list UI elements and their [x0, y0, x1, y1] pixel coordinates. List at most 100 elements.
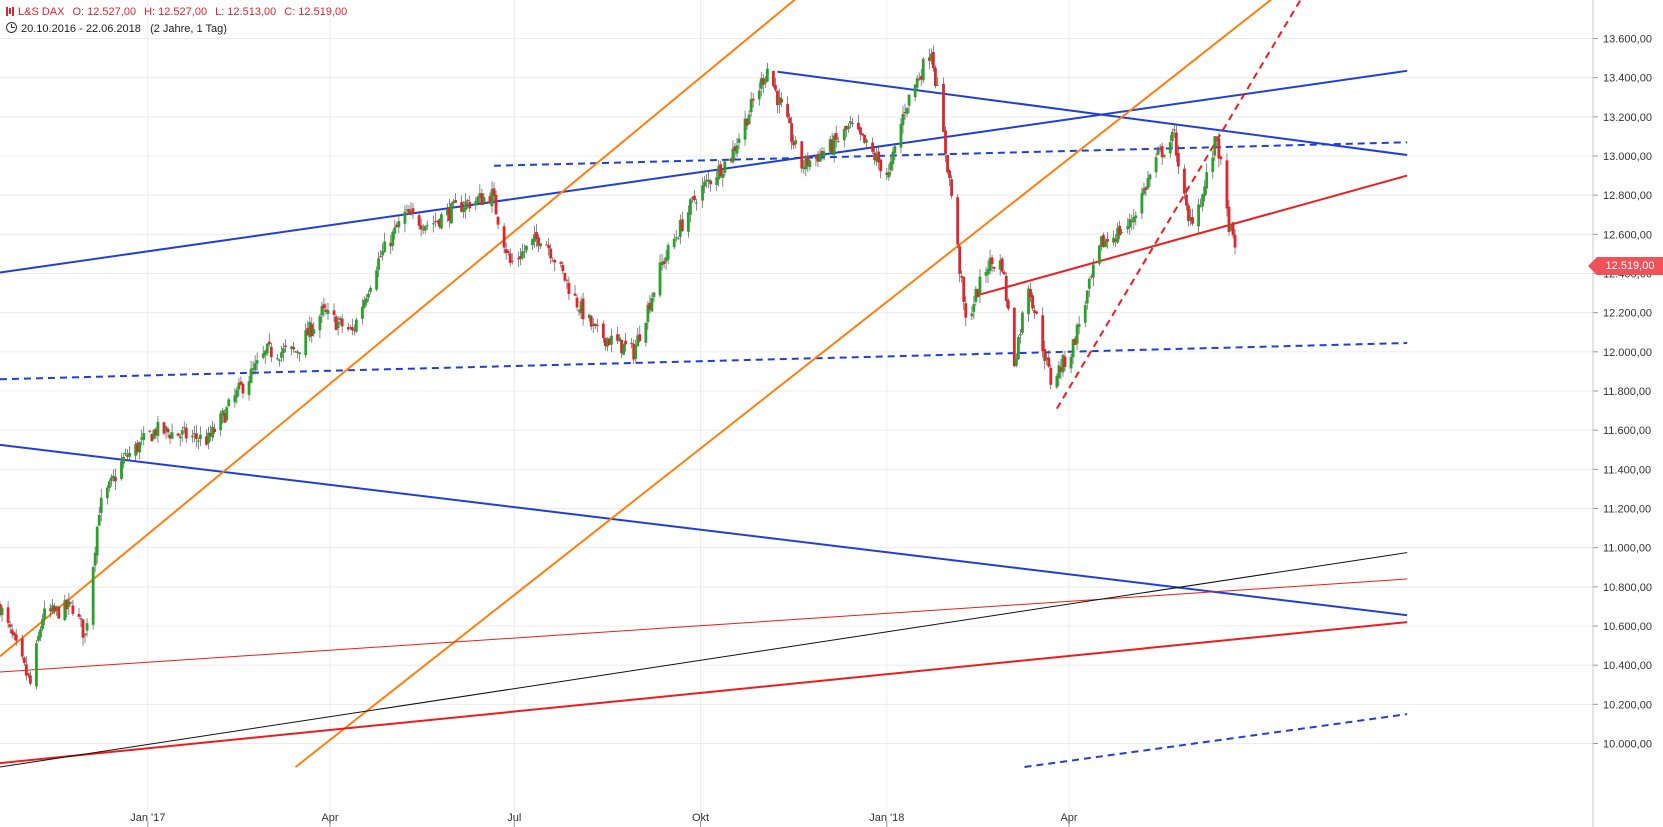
candle-body: [632, 343, 636, 360]
trendline[interactable]: [0, 0, 826, 658]
candle-body: [138, 442, 142, 453]
candle-body: [275, 358, 279, 360]
candle-body: [691, 197, 694, 199]
candle-body: [1104, 240, 1107, 248]
candle-body: [91, 567, 95, 625]
candle-body: [454, 200, 457, 203]
candle-body: [559, 262, 563, 264]
candle-body: [249, 368, 253, 383]
candle-body: [1059, 367, 1063, 372]
candle-body: [664, 257, 668, 262]
trendline[interactable]: [493, 141, 1408, 167]
y-tick-label: 10.200,00: [1603, 699, 1652, 711]
candle-body: [936, 84, 939, 86]
date-range: 20.10.2016 - 22.06.2018: [21, 23, 141, 35]
candle-body: [516, 258, 520, 260]
trendlines: [0, 0, 1408, 768]
grid-lines: [0, 0, 1593, 827]
candle-body: [478, 193, 482, 198]
candle-body: [729, 158, 733, 162]
candle-body: [403, 211, 407, 224]
candle-body: [114, 476, 117, 482]
candle-body: [603, 337, 607, 346]
candle-body: [842, 128, 846, 141]
candle-body: [903, 112, 907, 114]
candle-body: [877, 151, 881, 163]
trendline[interactable]: [0, 342, 1408, 381]
candle-body: [1083, 305, 1087, 323]
candle-body: [225, 407, 229, 421]
trendline[interactable]: [0, 578, 1408, 673]
trendline[interactable]: [0, 552, 1408, 768]
candle-body: [1041, 315, 1045, 352]
period-label: (2 Jahre, 1 Tag): [150, 23, 227, 35]
candle-body: [545, 244, 549, 246]
candle-body: [247, 381, 251, 396]
candle-body: [265, 343, 269, 354]
candle-body: [109, 477, 113, 482]
candle-body: [715, 177, 719, 186]
candle-body: [774, 85, 777, 91]
candle-body: [986, 268, 990, 275]
y-tick-label: 11.000,00: [1603, 543, 1651, 555]
candle-body: [235, 389, 239, 398]
trendline[interactable]: [977, 174, 1408, 297]
candle-body: [375, 270, 378, 290]
candle-body: [278, 359, 281, 361]
candle-body: [128, 452, 131, 457]
candle-body: [1215, 136, 1219, 139]
candle-body: [1154, 157, 1158, 173]
candle-body: [717, 165, 721, 180]
candle-body: [338, 317, 342, 320]
candle-body: [26, 673, 30, 676]
candle-body: [861, 133, 864, 136]
x-tick-label: Jan '17: [130, 812, 165, 824]
candle-body: [35, 643, 38, 687]
candle-body: [551, 260, 555, 262]
trendline[interactable]: [0, 443, 1408, 617]
candle-body: [213, 428, 217, 433]
candle-body: [1102, 235, 1105, 248]
candle-body: [294, 351, 297, 353]
candle-body: [929, 53, 933, 62]
candle-body: [1045, 357, 1049, 360]
y-tick-label: 13.600,00: [1603, 34, 1652, 46]
candle-body: [917, 78, 921, 80]
candle-body: [310, 323, 314, 336]
candle-body: [194, 433, 198, 439]
trendline[interactable]: [0, 69, 1408, 274]
candle-body: [419, 225, 423, 230]
candle-body: [190, 435, 194, 438]
candle-body: [792, 141, 796, 146]
candle-body: [1021, 312, 1024, 333]
candle-body: [891, 151, 895, 164]
candle-body: [1057, 365, 1061, 379]
candle-body: [1073, 338, 1077, 345]
candle-body: [689, 199, 692, 215]
candle-body: [822, 151, 826, 157]
candle-body: [79, 618, 83, 620]
candle-body: [97, 515, 101, 526]
candle-body: [757, 90, 761, 100]
trendline[interactable]: [1024, 713, 1408, 768]
candle-body: [1126, 225, 1130, 230]
trendline[interactable]: [777, 70, 1408, 157]
candle-body: [462, 208, 466, 213]
candle-body: [1211, 157, 1215, 172]
candle-body: [476, 196, 480, 204]
candle-body: [192, 433, 196, 435]
trendline[interactable]: [294, 0, 1304, 768]
trendline[interactable]: [0, 621, 1408, 765]
candle-body: [255, 360, 259, 364]
candle-body: [933, 67, 937, 86]
candle-body: [197, 440, 200, 442]
candle-body: [352, 329, 356, 331]
candle-body: [1006, 300, 1010, 309]
candle-body: [1114, 239, 1117, 242]
candle-body: [51, 605, 55, 612]
candle-body: [998, 260, 1002, 270]
y-tick-label: 12.200,00: [1603, 308, 1652, 320]
y-tick-label: 13.400,00: [1603, 73, 1652, 85]
candle-body: [492, 188, 496, 196]
